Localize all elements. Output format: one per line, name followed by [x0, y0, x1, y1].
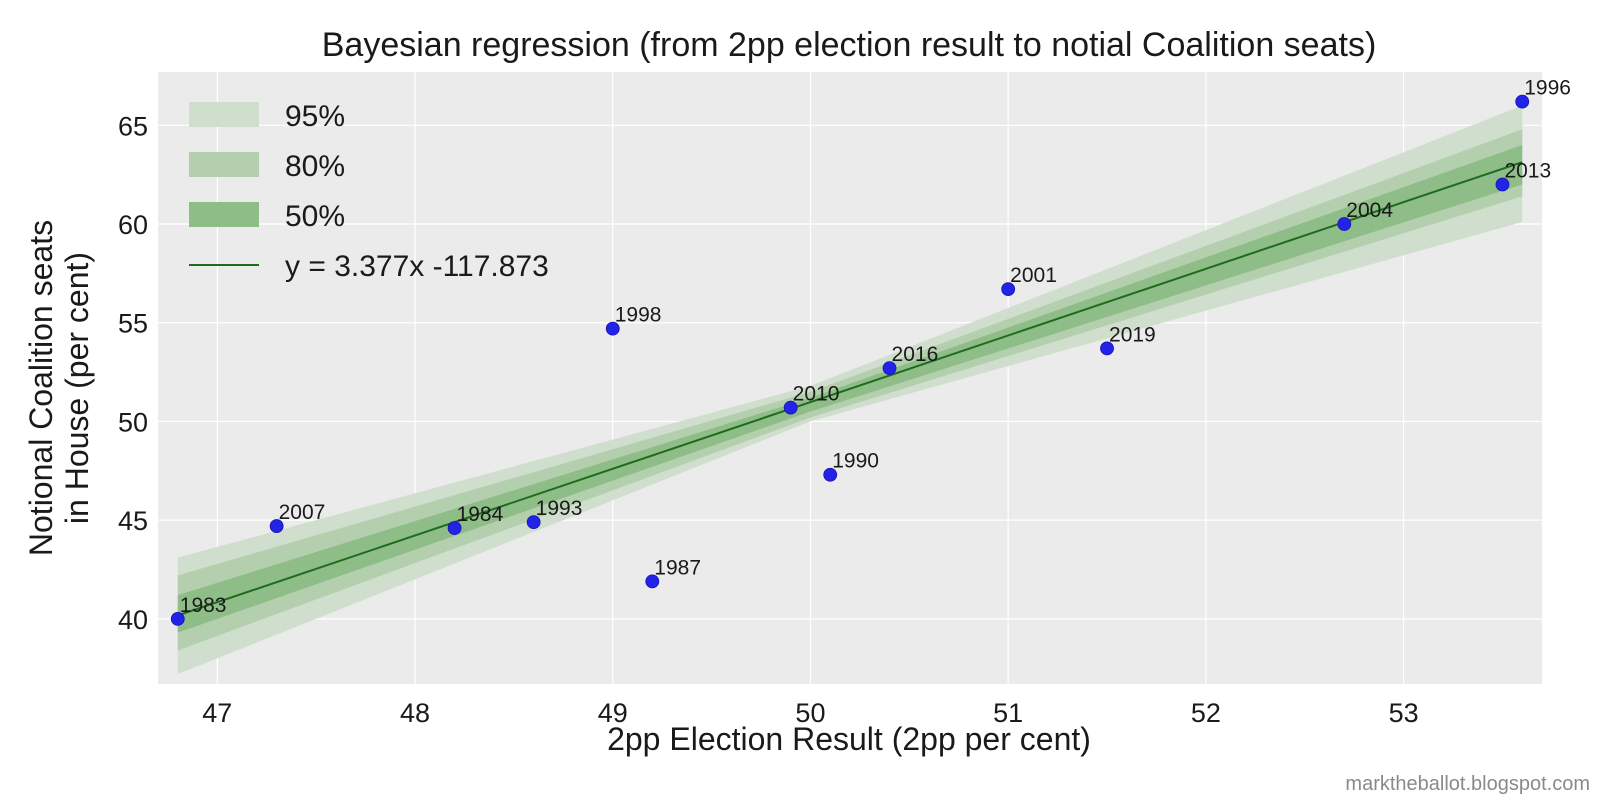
- y-tick-label-50: 50: [118, 407, 148, 437]
- data-point-label-2013: 2013: [1504, 160, 1551, 183]
- data-point-label-1987: 1987: [654, 556, 701, 579]
- x-tick-label-51: 51: [993, 698, 1023, 728]
- y-axis-label-line-1: Notional Coalition seats: [23, 220, 59, 556]
- data-point-2001: [1001, 282, 1016, 297]
- x-tick-label-47: 47: [202, 698, 232, 728]
- chart-title: Bayesian regression (from 2pp election r…: [322, 26, 1377, 64]
- data-point-label-1993: 1993: [536, 497, 583, 520]
- legend-swatch-80: [189, 152, 259, 177]
- data-point-2004: [1337, 217, 1352, 231]
- data-point-1996: [1515, 94, 1530, 109]
- y-axis-label-line-2: in House (per cent): [59, 252, 95, 524]
- y-tick-label-55: 55: [118, 309, 148, 339]
- legend-swatch-95: [189, 102, 259, 127]
- data-point-label-1996: 1996: [1524, 77, 1571, 100]
- y-tick-label-40: 40: [118, 605, 148, 635]
- data-point-2019: [1100, 341, 1114, 356]
- data-point-label-1990: 1990: [832, 450, 879, 473]
- data-point-label-1984: 1984: [457, 503, 504, 526]
- x-tick-label-50: 50: [795, 698, 825, 728]
- data-point-label-1998: 1998: [615, 304, 662, 327]
- data-point-label-2016: 2016: [892, 343, 939, 366]
- x-axis-label: 2pp Election Result (2pp per cent): [607, 721, 1091, 757]
- data-point-2016: [882, 361, 897, 376]
- data-point-1984: [447, 521, 462, 535]
- data-point-1983: [170, 611, 185, 626]
- data-point-label-2001: 2001: [1010, 264, 1057, 287]
- y-tick-label-65: 65: [118, 111, 148, 141]
- legend: 95% 80% 50% y = 3.377x -117.873: [189, 100, 549, 283]
- data-points: [170, 94, 1530, 626]
- y-tick-label-45: 45: [118, 506, 148, 536]
- y-axis-ticks: 40 45 50 55 60 65: [118, 111, 148, 635]
- regression-line: [177, 161, 1523, 617]
- x-tick-label-52: 52: [1191, 698, 1221, 728]
- data-point-1990: [823, 467, 838, 482]
- x-axis-ticks: 47 48 49 50 51 52 53: [202, 698, 1418, 728]
- x-tick-label-49: 49: [598, 698, 628, 728]
- data-point-1993: [526, 515, 541, 530]
- x-tick-label-53: 53: [1389, 698, 1419, 728]
- data-point-1987: [645, 574, 660, 589]
- data-point-label-2007: 2007: [279, 501, 326, 524]
- data-point-label-2019: 2019: [1109, 323, 1156, 346]
- legend-label-50: 50%: [285, 200, 345, 233]
- data-point-2013: [1495, 177, 1510, 192]
- legend-label-95: 95%: [285, 100, 345, 133]
- data-point-2007: [269, 519, 284, 533]
- data-point-label-1983: 1983: [180, 594, 227, 617]
- data-point-2010: [783, 400, 798, 415]
- legend-label-fit: y = 3.377x -117.873: [285, 250, 549, 283]
- data-point-label-2010: 2010: [793, 383, 840, 406]
- y-axis-label: Notional Coalition seats in House (per c…: [23, 220, 95, 556]
- data-point-1998: [605, 321, 620, 336]
- data-point-labels: 1983 2007 1984 1993 1998 1987 2010 1990 2016 2001…: [180, 77, 1571, 617]
- watermark-credit: marktheballot.blogspot.com: [1345, 773, 1590, 795]
- data-point-label-2004: 2004: [1346, 199, 1393, 222]
- x-tick-label-48: 48: [400, 698, 430, 728]
- legend-label-80: 80%: [285, 150, 345, 183]
- legend-swatch-50: [189, 202, 259, 227]
- y-tick-label-60: 60: [118, 210, 148, 240]
